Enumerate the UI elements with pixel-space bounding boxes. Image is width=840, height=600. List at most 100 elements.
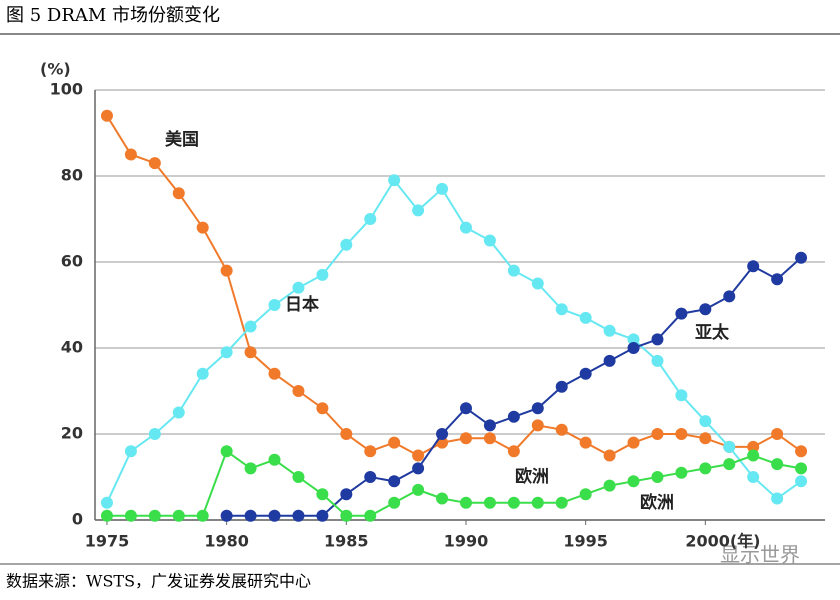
chart-title: 图 5 DRAM 市场份额变化: [6, 5, 220, 26]
data-point: [603, 449, 616, 462]
data-point: [196, 221, 209, 234]
data-point: [675, 428, 688, 440]
data-point: [675, 466, 688, 479]
data-point: [172, 406, 185, 419]
data-point: [531, 419, 544, 432]
data-point: [483, 432, 496, 445]
data-point: [723, 458, 736, 471]
x-tick-label: 1990: [444, 532, 489, 551]
data-point: [268, 453, 281, 466]
data-point: [483, 496, 496, 509]
data-point: [412, 204, 425, 217]
data-point: [747, 449, 760, 462]
data-point: [771, 273, 784, 286]
data-point: [579, 436, 592, 449]
series-label: 亚太: [695, 322, 730, 343]
data-point: [699, 415, 712, 428]
data-point: [531, 496, 544, 509]
data-point: [220, 509, 233, 522]
data-point: [196, 367, 209, 380]
data-point: [124, 148, 137, 161]
data-point: [771, 492, 784, 505]
data-point: [124, 509, 137, 522]
x-tick-label: 2000(年): [685, 532, 760, 551]
data-point: [579, 311, 592, 324]
data-point: [316, 488, 329, 501]
data-point: [531, 402, 544, 415]
data-point: [555, 496, 568, 509]
data-point: [220, 264, 233, 277]
data-point: [483, 234, 496, 247]
data-point: [579, 488, 592, 501]
data-point: [196, 509, 209, 522]
data-point: [388, 174, 401, 187]
data-point: [340, 488, 353, 501]
data-point: [459, 432, 472, 445]
data-point: [795, 462, 808, 475]
data-point: [771, 458, 784, 471]
series-line: [106, 449, 802, 517]
data-point: [148, 157, 161, 170]
data-point: [292, 509, 305, 522]
y-tick-label: 60: [61, 252, 83, 271]
data-point: [340, 238, 353, 251]
data-point: [795, 251, 808, 264]
data-point: [603, 324, 616, 337]
data-point: [507, 445, 520, 458]
data-point: [340, 428, 353, 440]
data-point: [675, 389, 688, 402]
data-point: [459, 402, 472, 415]
data-point: [316, 402, 329, 415]
data-point: [555, 303, 568, 316]
data-point: [100, 509, 113, 522]
data-point: [436, 428, 449, 440]
data-point: [388, 475, 401, 488]
data-point: [675, 307, 688, 320]
data-point: [244, 509, 257, 522]
data-point: [388, 496, 401, 509]
data-point: [268, 299, 281, 311]
y-axis-label: (%): [40, 60, 71, 79]
data-point: [603, 479, 616, 492]
data-point: [388, 436, 401, 449]
data-point: [651, 471, 664, 483]
data-point: [555, 380, 568, 393]
data-point: [507, 264, 520, 277]
data-point: [268, 367, 281, 380]
data-point: [699, 303, 712, 316]
y-tick-label: 0: [72, 510, 83, 529]
annotation: 欧洲: [640, 492, 674, 513]
data-point: [316, 509, 329, 522]
data-point: [148, 428, 161, 440]
series-line: [106, 115, 802, 457]
data-point: [412, 462, 425, 475]
data-point: [220, 445, 233, 458]
data-point: [483, 419, 496, 432]
data-point: [795, 475, 808, 488]
data-point: [699, 432, 712, 445]
data-point: [364, 445, 377, 458]
source: 数据来源：WSTS，广发证券发展研究中心: [6, 572, 311, 591]
data-point: [771, 428, 784, 440]
data-point: [292, 471, 305, 483]
data-point: [268, 509, 281, 522]
y-tick-label: 80: [61, 166, 83, 185]
data-point: [579, 367, 592, 380]
data-point: [747, 471, 760, 483]
data-point: [603, 354, 616, 367]
data-point: [699, 462, 712, 475]
series-label: 欧洲: [515, 466, 549, 487]
data-point: [651, 333, 664, 346]
data-point: [627, 436, 640, 449]
data-point: [172, 187, 185, 200]
data-point: [340, 509, 353, 522]
data-point: [100, 109, 113, 122]
data-point: [507, 496, 520, 509]
data-point: [723, 440, 736, 453]
data-point: [651, 428, 664, 440]
data-point: [172, 509, 185, 522]
data-point: [412, 449, 425, 462]
data-point: [627, 475, 640, 488]
data-point: [148, 509, 161, 522]
